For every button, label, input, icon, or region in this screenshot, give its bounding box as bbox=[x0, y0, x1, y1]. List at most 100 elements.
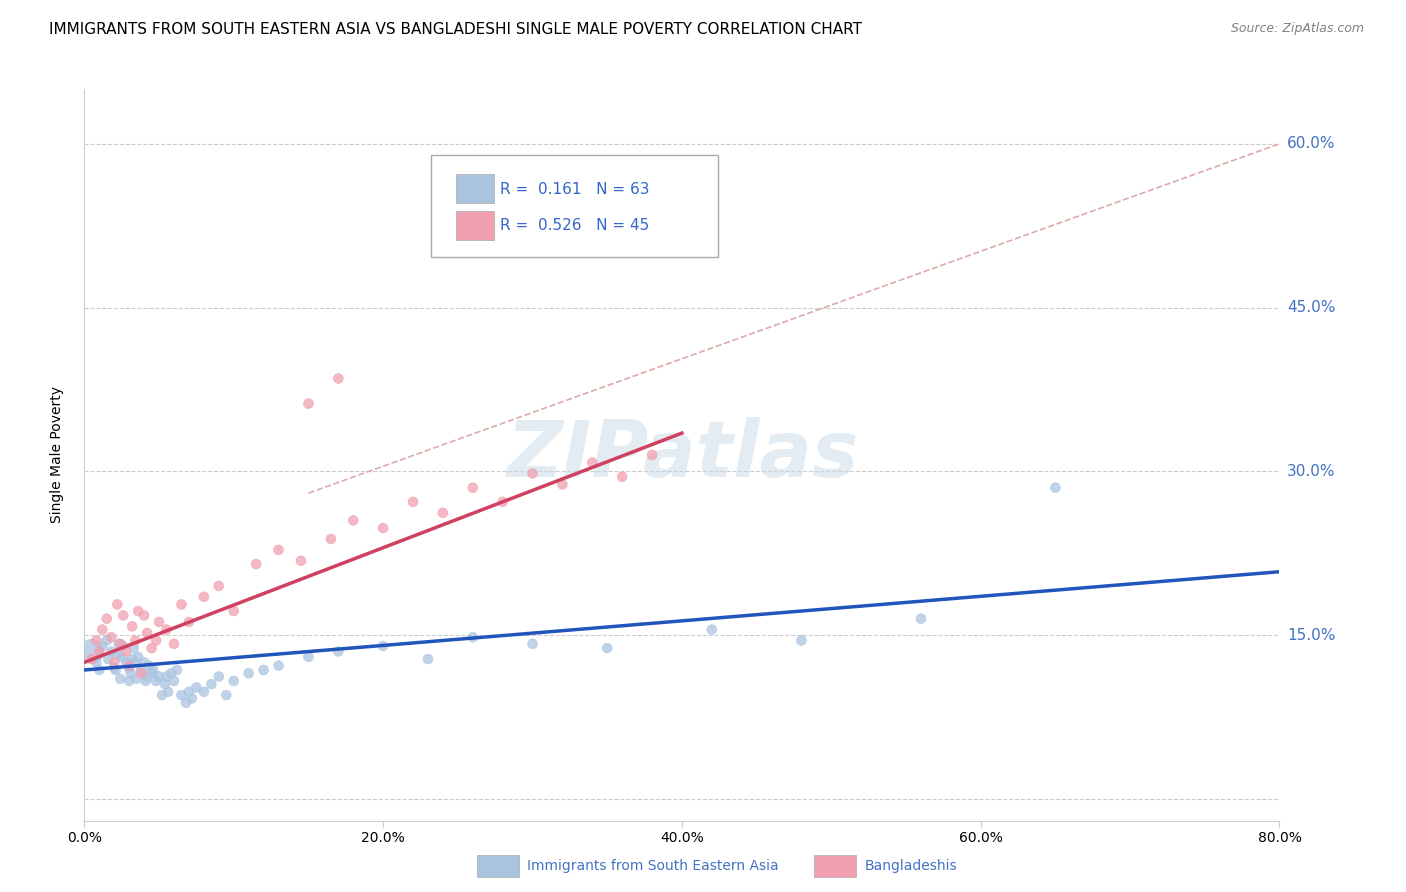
Point bbox=[136, 625, 159, 640]
Point bbox=[416, 652, 439, 666]
Point bbox=[80, 652, 103, 666]
Point bbox=[136, 669, 159, 683]
Point bbox=[91, 639, 114, 653]
Point bbox=[215, 688, 238, 702]
Point bbox=[111, 649, 134, 664]
Point bbox=[127, 649, 149, 664]
Point bbox=[141, 666, 163, 681]
Point bbox=[551, 477, 574, 491]
Point bbox=[155, 623, 177, 637]
Point bbox=[132, 656, 156, 670]
Point bbox=[432, 506, 454, 520]
Point bbox=[80, 644, 103, 658]
Point bbox=[148, 669, 170, 683]
Point bbox=[245, 557, 267, 571]
Point bbox=[96, 633, 118, 648]
Point bbox=[522, 637, 544, 651]
Point bbox=[89, 644, 111, 658]
Point bbox=[208, 579, 231, 593]
Text: 45.0%: 45.0% bbox=[1286, 300, 1336, 315]
Point bbox=[170, 688, 193, 702]
Point bbox=[145, 633, 167, 648]
Point bbox=[177, 615, 200, 629]
Text: R =  0.161   N = 63: R = 0.161 N = 63 bbox=[501, 182, 650, 197]
Point bbox=[103, 656, 125, 670]
Text: 30.0%: 30.0% bbox=[1286, 464, 1336, 479]
Point bbox=[461, 481, 484, 495]
Point bbox=[155, 669, 177, 683]
Point bbox=[118, 673, 141, 688]
Point bbox=[163, 637, 186, 651]
Point bbox=[120, 666, 142, 681]
Point bbox=[110, 672, 132, 686]
Point bbox=[200, 677, 222, 691]
Point bbox=[373, 639, 395, 653]
Point bbox=[112, 608, 135, 623]
Point bbox=[148, 615, 170, 629]
Text: 60.0%: 60.0% bbox=[1286, 136, 1336, 152]
Point bbox=[112, 639, 135, 653]
Point bbox=[96, 612, 118, 626]
Point bbox=[125, 672, 148, 686]
Text: R =  0.526   N = 45: R = 0.526 N = 45 bbox=[501, 219, 650, 234]
Point bbox=[193, 590, 215, 604]
Text: Source: ZipAtlas.com: Source: ZipAtlas.com bbox=[1230, 22, 1364, 36]
Y-axis label: Single Male Poverty: Single Male Poverty bbox=[49, 386, 63, 524]
Point bbox=[238, 666, 260, 681]
Point bbox=[124, 633, 146, 648]
Text: 15.0%: 15.0% bbox=[1286, 628, 1336, 642]
Point bbox=[132, 608, 156, 623]
Point bbox=[297, 649, 319, 664]
Point bbox=[181, 691, 204, 706]
Point bbox=[110, 637, 132, 651]
Point bbox=[319, 532, 342, 546]
FancyBboxPatch shape bbox=[432, 155, 718, 258]
Point bbox=[700, 623, 723, 637]
Point bbox=[461, 630, 484, 644]
FancyBboxPatch shape bbox=[456, 174, 495, 203]
Point bbox=[105, 598, 128, 612]
Point bbox=[160, 666, 183, 681]
Point bbox=[166, 663, 188, 677]
Point bbox=[596, 641, 619, 656]
Point bbox=[153, 677, 176, 691]
Point bbox=[145, 673, 167, 688]
Point bbox=[135, 673, 157, 688]
Point bbox=[115, 644, 138, 658]
Point bbox=[910, 612, 932, 626]
Point bbox=[86, 656, 108, 670]
Point bbox=[118, 658, 141, 673]
Point bbox=[141, 641, 163, 656]
Point bbox=[522, 467, 544, 481]
Text: Immigrants from South Eastern Asia: Immigrants from South Eastern Asia bbox=[527, 859, 779, 873]
Point bbox=[127, 604, 149, 618]
Point bbox=[122, 641, 145, 656]
Point bbox=[342, 513, 364, 527]
Point bbox=[100, 644, 122, 658]
Point bbox=[581, 456, 603, 470]
Point bbox=[138, 658, 160, 673]
Point bbox=[612, 469, 634, 483]
Point bbox=[208, 669, 231, 683]
Point bbox=[267, 658, 290, 673]
Point bbox=[163, 673, 186, 688]
Point bbox=[1045, 481, 1067, 495]
Point bbox=[150, 688, 173, 702]
Point bbox=[121, 619, 143, 633]
Point bbox=[115, 656, 138, 670]
Point bbox=[297, 396, 319, 410]
Point bbox=[641, 448, 664, 462]
Point bbox=[267, 542, 290, 557]
Point bbox=[290, 554, 312, 568]
Point bbox=[222, 673, 245, 688]
Point bbox=[193, 685, 215, 699]
Point bbox=[100, 630, 122, 644]
Text: ZIPatlas: ZIPatlas bbox=[506, 417, 858, 493]
Point bbox=[129, 663, 152, 677]
Text: Bangladeshis: Bangladeshis bbox=[865, 859, 957, 873]
Point bbox=[790, 633, 813, 648]
Point bbox=[121, 652, 143, 666]
Point bbox=[174, 696, 197, 710]
Point bbox=[142, 663, 165, 677]
Point bbox=[129, 666, 152, 681]
